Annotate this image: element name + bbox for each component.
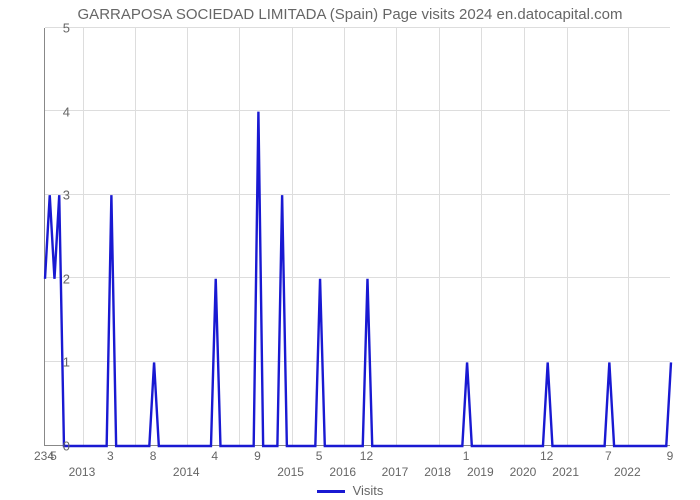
x-value-label: 9 [254, 449, 261, 463]
y-tick-label: 5 [42, 21, 70, 36]
x-value-label: 12 [360, 449, 373, 463]
x-year-label: 2019 [467, 465, 494, 479]
legend: Visits [0, 483, 700, 498]
legend-label: Visits [353, 483, 384, 498]
x-value-label: 5 [50, 449, 57, 463]
x-year-label: 2014 [173, 465, 200, 479]
x-value-label: 8 [150, 449, 157, 463]
legend-swatch [317, 490, 345, 493]
x-value-label: 9 [667, 449, 674, 463]
x-value-label: 7 [605, 449, 612, 463]
y-tick-label: 2 [42, 271, 70, 286]
x-year-label: 2016 [329, 465, 356, 479]
y-tick-label: 4 [42, 104, 70, 119]
x-value-label: 3 [107, 449, 114, 463]
x-value-label: 5 [316, 449, 323, 463]
x-year-label: 2017 [382, 465, 409, 479]
x-value-label: 1 [463, 449, 470, 463]
x-value-label: 12 [540, 449, 553, 463]
x-year-label: 2020 [510, 465, 537, 479]
x-year-label: 2021 [552, 465, 579, 479]
x-year-label: 2015 [277, 465, 304, 479]
visits-line [45, 28, 670, 445]
y-tick-label: 3 [42, 188, 70, 203]
x-year-label: 2013 [69, 465, 96, 479]
x-year-label: 2022 [614, 465, 641, 479]
x-year-label: 2018 [424, 465, 451, 479]
y-tick-label: 1 [42, 355, 70, 370]
chart-title: GARRAPOSA SOCIEDAD LIMITADA (Spain) Page… [0, 6, 700, 23]
chart-container: GARRAPOSA SOCIEDAD LIMITADA (Spain) Page… [0, 0, 700, 500]
plot-area [44, 28, 670, 446]
x-value-label: 4 [211, 449, 218, 463]
